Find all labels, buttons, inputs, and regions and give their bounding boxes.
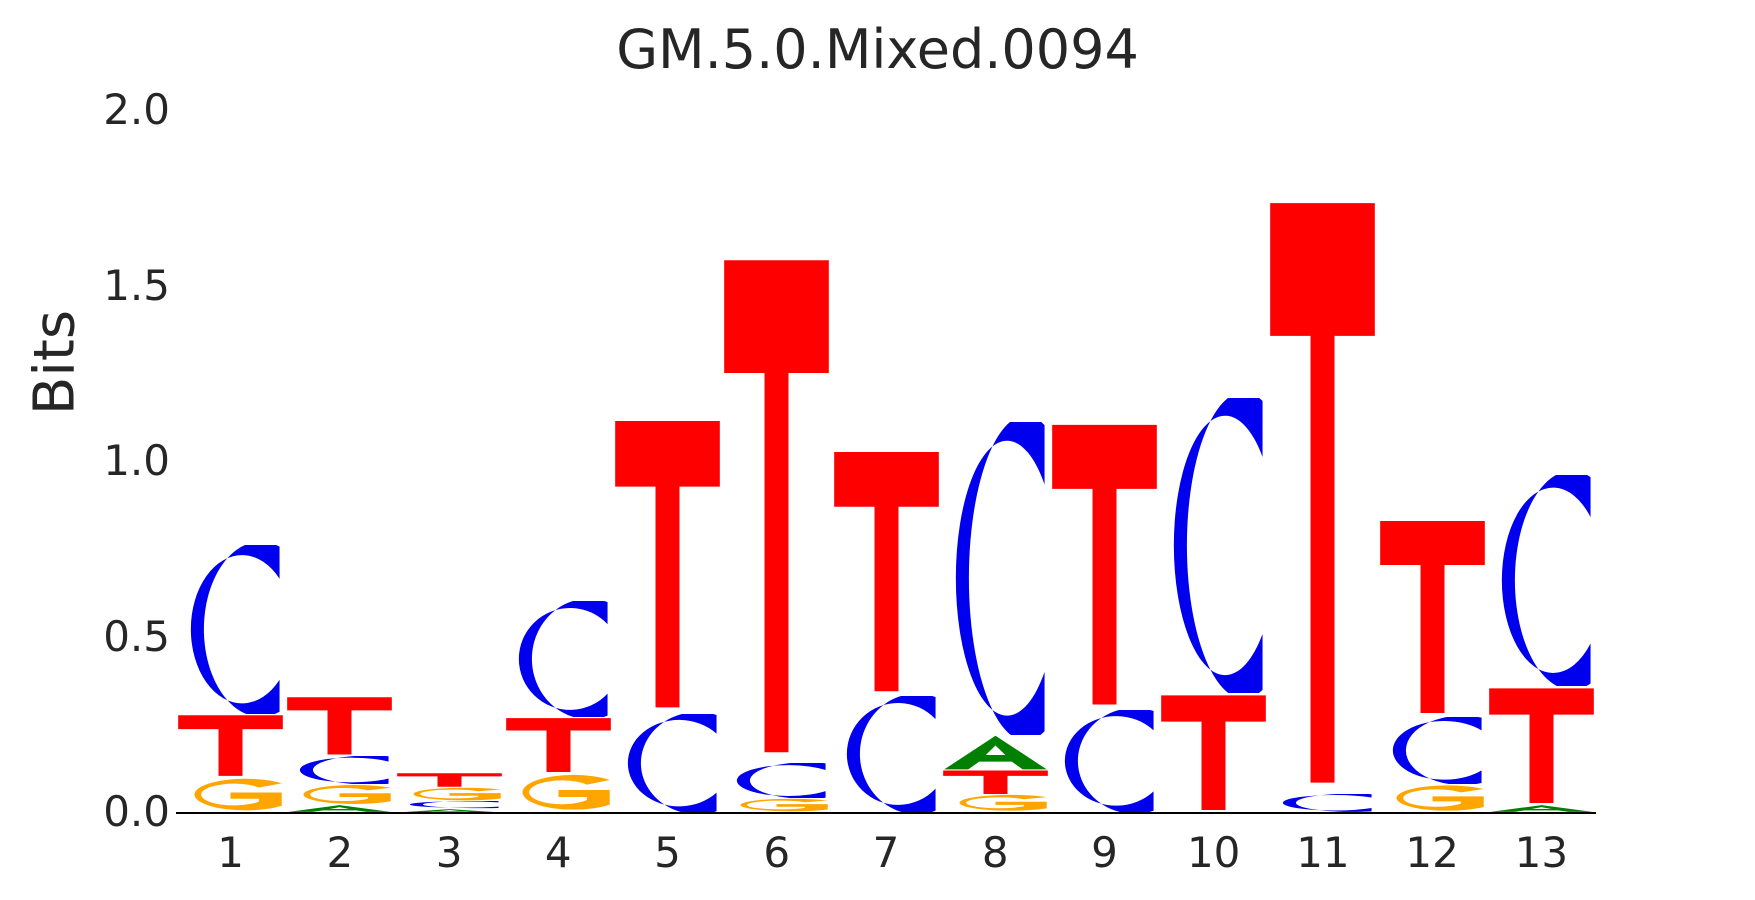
- y-axis-tick-label: 0.0: [103, 787, 170, 836]
- x-axis-tick-label: 3: [435, 828, 463, 877]
- x-axis-line: [176, 812, 1596, 814]
- logo-stack: [1050, 60, 1159, 812]
- logo-letter-a: [941, 735, 1050, 770]
- y-axis-tick-label: 2.0: [103, 85, 170, 134]
- x-axis-tick-label: 7: [872, 828, 900, 877]
- logo-letter-t: [285, 696, 394, 756]
- logo-letter-a: [395, 808, 504, 813]
- logo-letter-c: [941, 422, 1050, 735]
- logo-letter-t: [941, 770, 1050, 795]
- logo-letter-c: [395, 801, 504, 809]
- x-axis-tick-label: 4: [544, 828, 572, 877]
- logo-stacks: [176, 60, 1596, 812]
- logo-letter-c: [1487, 475, 1596, 686]
- logo-letter-g: [285, 784, 394, 805]
- logo-letter-c: [285, 755, 394, 784]
- logo-letter-t: [176, 714, 285, 777]
- x-axis-tick-label: 2: [326, 828, 354, 877]
- logo-letter-t: [832, 447, 941, 696]
- x-axis-tick-label: 6: [763, 828, 791, 877]
- logo-stack: [722, 60, 831, 812]
- logo-letter-c: [722, 762, 831, 798]
- logo-letter-c: [832, 696, 941, 812]
- logo-stack: [1159, 60, 1268, 812]
- x-axis-tick-label: 13: [1514, 828, 1569, 877]
- logo-letter-t: [722, 250, 831, 762]
- x-axis-tick-label: 10: [1186, 828, 1241, 877]
- logo-letter-t: [1268, 191, 1377, 795]
- logo-stack: [941, 60, 1050, 812]
- x-axis-tick-label: 8: [981, 828, 1009, 877]
- x-axis-tick-label: 5: [654, 828, 681, 877]
- logo-stack: [176, 60, 285, 812]
- logo-stack: [1268, 60, 1377, 812]
- logo-letter-g: [504, 773, 613, 812]
- logo-letter-t: [1378, 517, 1487, 717]
- logo-letter-c: [613, 713, 722, 812]
- logo-stack: [395, 60, 504, 812]
- y-axis-tick-label: 1.5: [103, 260, 170, 310]
- logo-stack: [613, 60, 722, 812]
- logo-letter-a: [1487, 805, 1596, 812]
- logo-letter-t: [395, 773, 504, 788]
- logo-stack: [504, 60, 613, 812]
- x-axis-tick-label: 9: [1091, 828, 1118, 877]
- logo-letter-c: [1159, 397, 1268, 693]
- logo-letter-g: [722, 798, 831, 812]
- logo-stack: [832, 60, 941, 812]
- logo-letter-t: [613, 415, 722, 713]
- logo-letter-g: [941, 794, 1050, 812]
- y-axis-tick-label: 0.5: [103, 611, 170, 661]
- y-axis-tick-label: 1.0: [103, 436, 170, 485]
- logo-letter-c: [1050, 710, 1159, 812]
- logo-stack: [285, 60, 394, 812]
- logo-letter-t: [504, 717, 613, 773]
- logo-letter-a: [285, 805, 394, 812]
- y-axis-ticks: 2.0 1.5 1.0 0.5 0.0: [40, 0, 170, 900]
- logo-letter-g: [176, 777, 285, 812]
- logo-letter-g: [1378, 784, 1487, 812]
- logo-letter-t: [1159, 693, 1268, 812]
- logo-letter-c: [1268, 794, 1377, 812]
- logo-letter-c: [1378, 717, 1487, 784]
- logo-letter-c: [176, 545, 285, 714]
- page-title: GM.5.0.Mixed.0094: [616, 18, 1139, 81]
- x-axis-tick-label: 12: [1405, 828, 1459, 877]
- logo-stack: [1487, 60, 1596, 812]
- logo-letter-c: [504, 601, 613, 718]
- x-axis-tick-label: 1: [217, 828, 244, 877]
- logo-letter-t: [1050, 419, 1159, 710]
- logo-stack: [1378, 60, 1487, 812]
- x-axis-tick-label: 11: [1296, 828, 1350, 877]
- logo-letter-g: [395, 787, 504, 801]
- logo-letter-t: [1487, 686, 1596, 805]
